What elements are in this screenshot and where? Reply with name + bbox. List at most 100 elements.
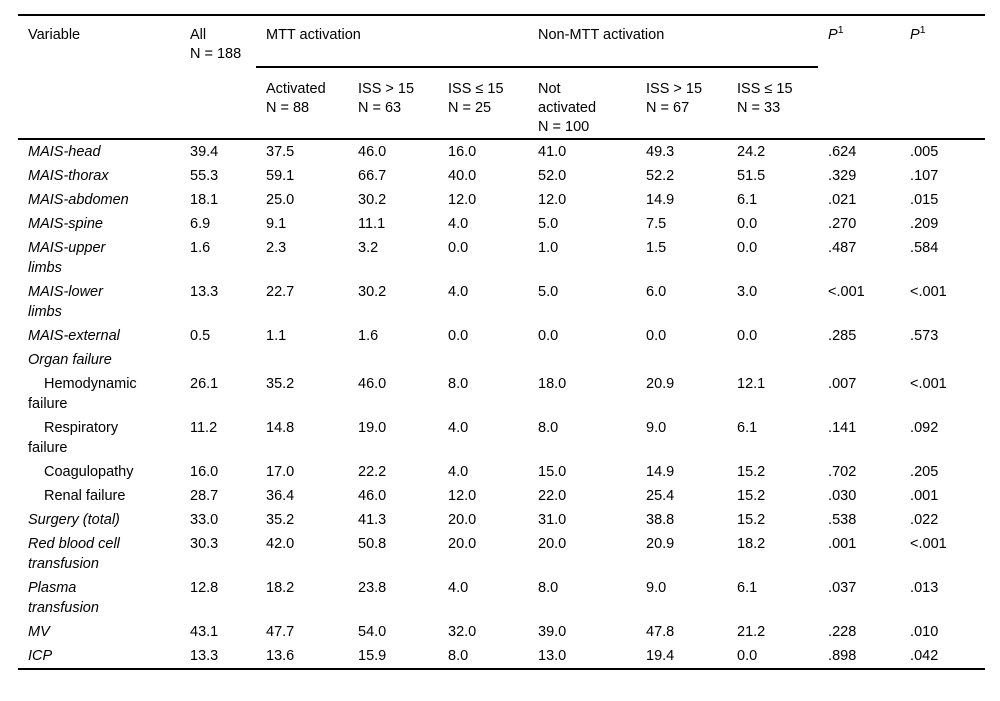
value-cell: .037 xyxy=(828,580,857,596)
value-cell: 16.0 xyxy=(448,144,477,160)
variable-label-line: MAIS-upper xyxy=(28,240,106,256)
value-cell: 46.0 xyxy=(358,376,387,392)
value-cell: .001 xyxy=(828,536,857,552)
value-cell: 33.0 xyxy=(190,512,219,528)
table-row: MAIS-head 39.4 37.5 46.0 16.0 41.0 49.3 24.2 .62… xyxy=(18,139,985,164)
variable-label-line: MAIS-spine xyxy=(28,216,103,232)
variable-label-line: MAIS-external xyxy=(28,328,120,344)
value-cell xyxy=(900,348,985,372)
value-cell: 39.4 xyxy=(190,144,219,160)
value-cell: 6.1 xyxy=(737,420,758,436)
value-cell: 54.0 xyxy=(358,624,387,640)
value-cell: 24.2 xyxy=(737,144,766,160)
value-cell: 41.0 xyxy=(538,144,567,160)
variable-label-line: MAIS-lower xyxy=(28,284,103,300)
value-cell: 46.0 xyxy=(358,488,387,504)
value-cell: 15.2 xyxy=(737,464,766,480)
value-cell: 8.0 xyxy=(448,648,469,664)
value-cell: 15.0 xyxy=(538,464,567,480)
group-header-mtt-activation: MTT activation xyxy=(256,15,529,68)
value-cell: 6.1 xyxy=(737,192,758,208)
col-header-nonmtt-iss-le15: ISS ≤ 15 N = 33 xyxy=(727,67,819,140)
value-cell: 6.9 xyxy=(190,216,211,232)
variable-cell: Respiratory failure xyxy=(18,416,180,460)
value-cell: .584 xyxy=(910,240,939,256)
value-cell: 39.0 xyxy=(538,624,567,640)
table-row: Coagulopathy 16.0 17.0 22.2 4.0 15.0 14.9 15.2.… xyxy=(18,460,985,484)
value-cell: .209 xyxy=(910,216,939,232)
value-cell: 4.0 xyxy=(448,284,469,300)
value-cell: 18.0 xyxy=(538,376,567,392)
variable-cell: MAIS-head xyxy=(18,139,180,164)
variable-cell: Plasma transfusion xyxy=(18,576,180,620)
value-cell: 11.1 xyxy=(358,216,386,232)
value-cell: .022 xyxy=(910,512,939,528)
value-cell: 18.2 xyxy=(737,536,766,552)
col-header-variable: Variable xyxy=(18,15,180,140)
value-cell: 22.0 xyxy=(538,488,567,504)
value-cell: 50.8 xyxy=(358,536,387,552)
value-cell: 20.9 xyxy=(646,376,675,392)
value-cell: 20.0 xyxy=(448,512,477,528)
table-row: MAIS-upper limbs 1.6 2.3 3.2 0.0 1.0 1.5 0.0 .487… xyxy=(18,236,985,280)
group-header-non-mtt-activation: Non-MTT activation xyxy=(528,15,819,68)
variable-cell: Surgery (total) xyxy=(18,508,180,532)
value-cell: 1.6 xyxy=(190,240,211,256)
table-row: MAIS-thorax 55.3 59.1 66.7 40.0 52.0 52.2 51.5.… xyxy=(18,164,985,188)
col-header-p2: P1 xyxy=(900,15,986,140)
variable-label-line: MAIS-thorax xyxy=(28,168,109,184)
variable-label-line: ICP xyxy=(28,648,53,664)
variable-cell: ICP xyxy=(18,644,180,669)
value-cell: 13.3 xyxy=(190,284,219,300)
value-cell: 19.4 xyxy=(646,648,675,664)
table-body: MAIS-head 39.4 37.5 46.0 16.0 41.0 49.3 24.2 .62… xyxy=(18,139,985,669)
value-cell: 51.5 xyxy=(737,168,766,184)
value-cell: .030 xyxy=(828,488,857,504)
value-cell: 41.3 xyxy=(358,512,387,528)
col-header-all: All N = 188 xyxy=(180,15,256,140)
value-cell: 5.0 xyxy=(538,284,559,300)
value-cell: 47.8 xyxy=(646,624,675,640)
value-cell: 3.0 xyxy=(737,284,758,300)
value-cell: 0.0 xyxy=(737,328,758,344)
value-cell: 12.0 xyxy=(448,192,477,208)
value-cell: 18.2 xyxy=(266,580,295,596)
value-cell: 14.8 xyxy=(266,420,295,436)
table-row: MAIS-abdomen 18.1 25.0 30.2 12.0 12.0 14.9 6.1.… xyxy=(18,188,985,212)
value-cell: .007 xyxy=(828,376,857,392)
table-header: Variable All N = 188 MTT activation Non-… xyxy=(18,15,986,140)
value-cell xyxy=(818,348,900,372)
col-header-mtt-iss-le15: ISS ≤ 15 N = 25 xyxy=(438,67,529,140)
value-cell: 52.0 xyxy=(538,168,567,184)
value-cell: 12.0 xyxy=(538,192,567,208)
variable-cell: Coagulopathy xyxy=(18,460,180,484)
value-cell: .010 xyxy=(910,624,939,640)
variable-cell: MAIS-spine xyxy=(18,212,180,236)
value-cell: 8.0 xyxy=(448,376,469,392)
value-cell: 8.0 xyxy=(538,420,559,436)
value-cell: 30.2 xyxy=(358,192,387,208)
value-cell: 9.1 xyxy=(266,216,287,232)
value-cell: 13.6 xyxy=(266,648,295,664)
statistics-table: Variable All N = 188 MTT activation Non-… xyxy=(18,14,986,670)
value-cell: .270 xyxy=(828,216,857,232)
value-cell: 8.0 xyxy=(538,580,559,596)
value-cell: 35.2 xyxy=(266,376,295,392)
variable-label-line: transfusion xyxy=(28,600,99,616)
value-cell: 28.7 xyxy=(190,488,219,504)
value-cell: 46.0 xyxy=(358,144,387,160)
value-cell: <.001 xyxy=(910,284,947,300)
table-row: Respiratory failure 11.2 14.8 19.0 4.0 8.0 9.0 6… xyxy=(18,416,985,460)
variable-label-line: Organ failure xyxy=(28,352,112,368)
value-cell: 0.0 xyxy=(538,328,559,344)
value-cell xyxy=(727,348,818,372)
variable-header-label: Variable xyxy=(28,27,81,43)
value-cell: 15.9 xyxy=(358,648,387,664)
value-cell: 66.7 xyxy=(358,168,387,184)
value-cell: 38.8 xyxy=(646,512,675,528)
col-header-nonmtt-iss-gt15: ISS > 15 N = 67 xyxy=(636,67,728,140)
variable-label-line: failure xyxy=(28,396,68,412)
table-row: ICP 13.3 13.6 15.9 8.0 13.0 19.4 0.0 .898 .042 xyxy=(18,644,985,669)
col-header-p1: P1 xyxy=(818,15,901,140)
value-cell: 20.0 xyxy=(538,536,567,552)
